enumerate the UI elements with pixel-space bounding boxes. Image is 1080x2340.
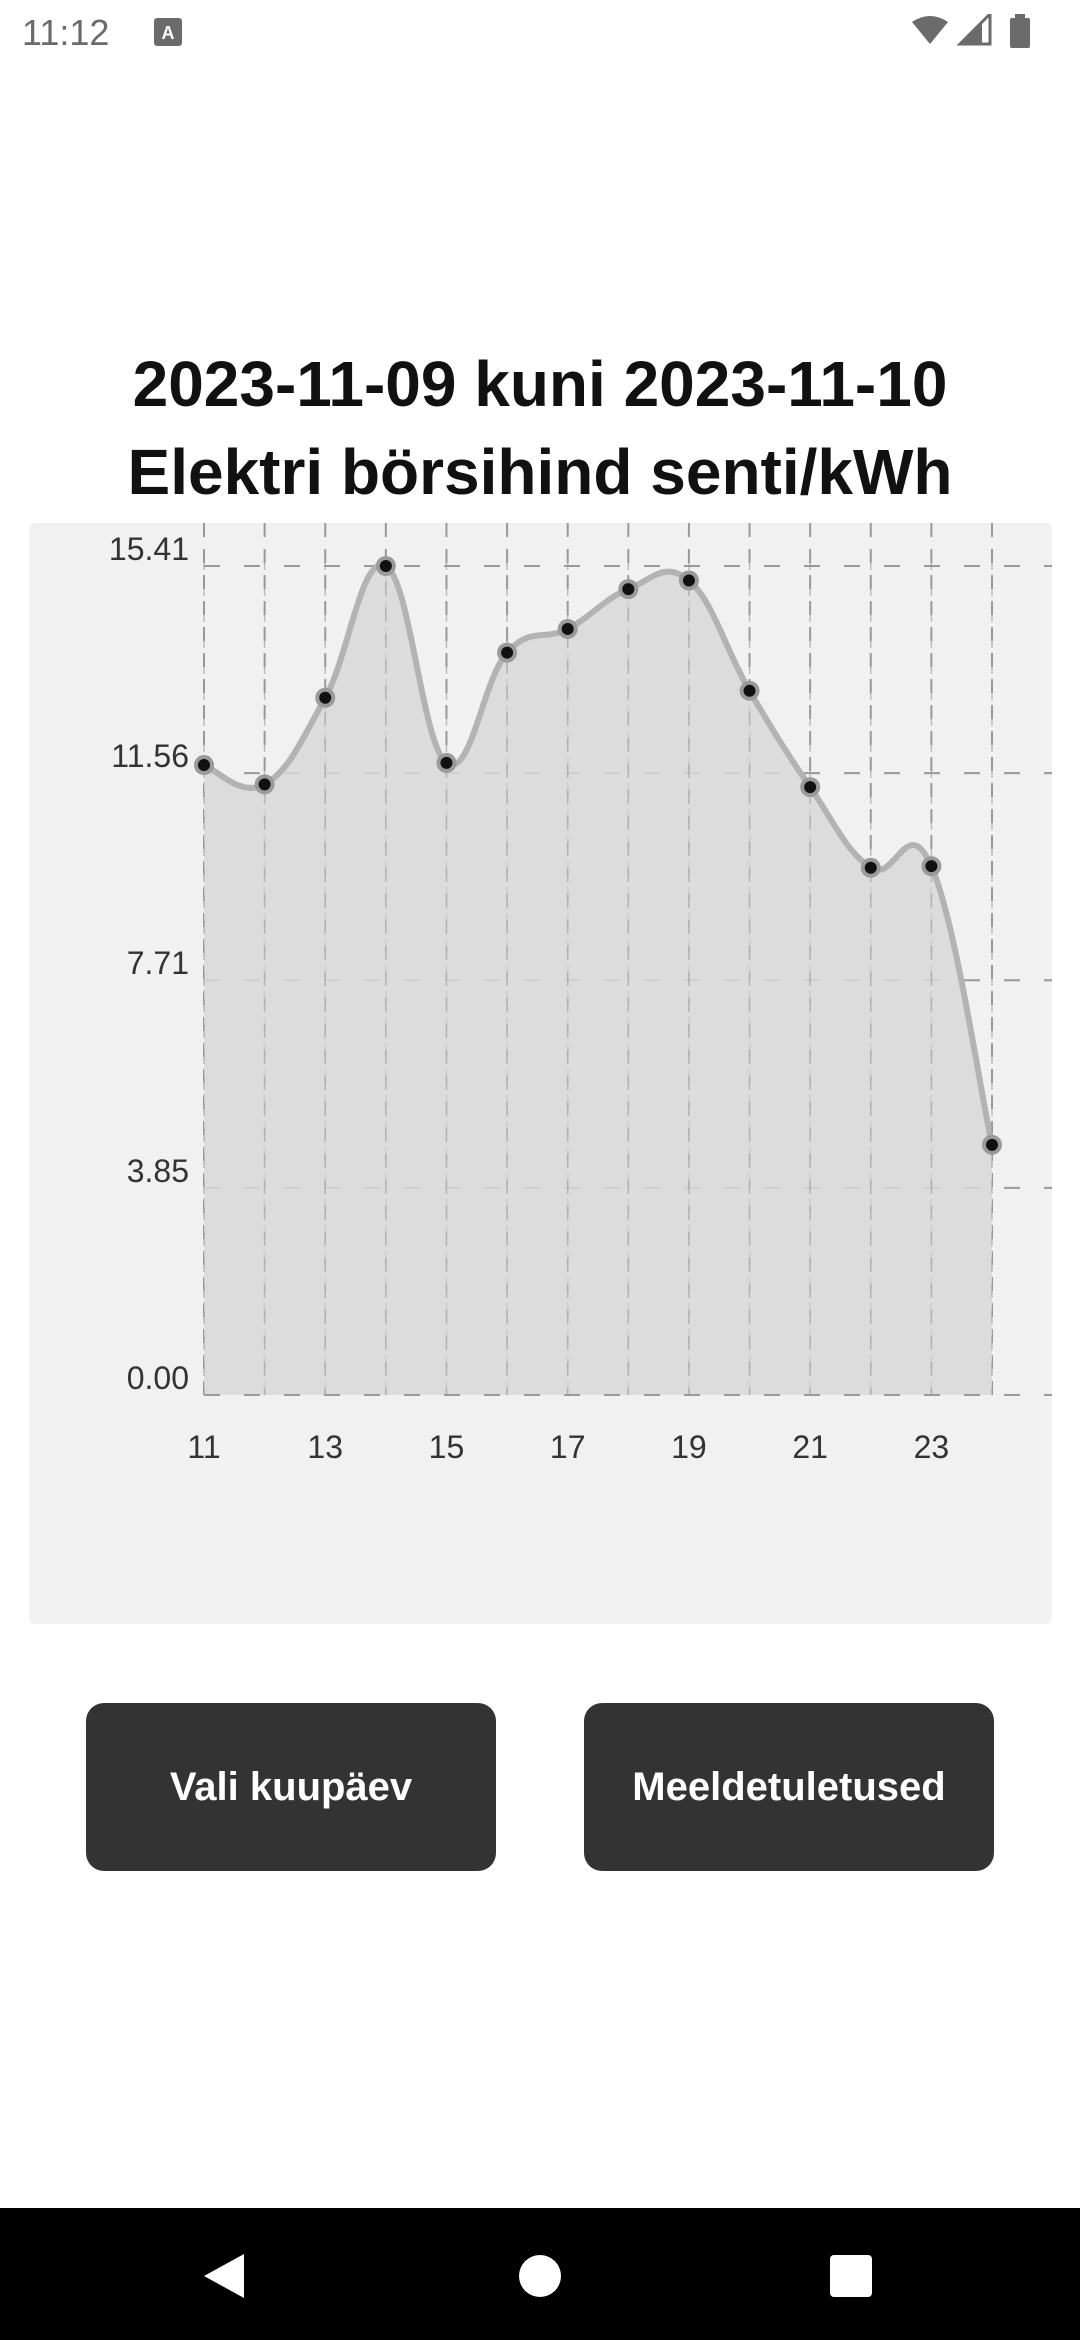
x-tick-label: 13 [307,1429,343,1465]
status-icons [910,10,1050,54]
status-time: 11:12 [22,12,110,53]
svg-text:A: A [162,23,175,43]
data-point [198,759,210,772]
y-tick-label: 3.85 [127,1153,189,1189]
back-icon[interactable] [204,2254,246,2298]
data-point [319,691,332,704]
chart-panel: 0.00 3.85 7.71 11.56 15.41 11 13 15 17 19 21 23 [29,523,1052,1624]
data-point [258,778,271,791]
data-point [864,861,877,874]
y-tick-label: 15.41 [109,531,189,567]
wifi-icon [912,16,948,44]
data-point [440,756,453,769]
x-tick-label: 21 [792,1429,828,1465]
y-tick-label: 7.71 [127,945,189,981]
x-tick-label: 15 [429,1429,465,1465]
reminders-button[interactable]: Meeldetuletused [584,1703,994,1871]
series-area [204,564,992,1395]
select-date-button[interactable]: Vali kuupäev [86,1703,496,1871]
chart-title-line1: 2023-11-09 kuni 2023-11-10 [132,348,948,420]
status-bar: 11:12 A [0,0,1080,66]
keyboard-a-icon: A [154,18,182,46]
recents-icon[interactable] [829,2254,873,2298]
home-icon[interactable] [518,2254,562,2298]
data-point [804,781,817,794]
series-line [202,561,995,1146]
x-tick-label: 19 [671,1429,707,1465]
navigation-bar [0,2208,1080,2340]
signal-icon [956,10,992,46]
data-point [379,560,392,572]
y-tick-label: 0.00 [127,1360,189,1396]
data-point [561,622,574,635]
x-tick-label: 17 [550,1429,586,1465]
data-point [622,583,635,596]
battery-icon [1010,14,1030,48]
data-point [925,860,938,873]
data-point [743,684,756,697]
x-tick-label: 11 [187,1429,220,1465]
chart-title: 2023-11-09 kuni 2023-11-10 Elektri börsi… [0,340,1080,516]
chart-title-line2: Elektri börsihind senti/kWh [127,436,953,508]
data-point [986,1138,998,1151]
y-tick-label: 11.56 [111,738,189,774]
data-point [501,646,514,659]
x-tick-label: 23 [914,1429,950,1465]
price-chart: 0.00 3.85 7.71 11.56 15.41 11 13 15 17 19 21 23 [109,523,1052,1465]
data-point [682,574,695,587]
